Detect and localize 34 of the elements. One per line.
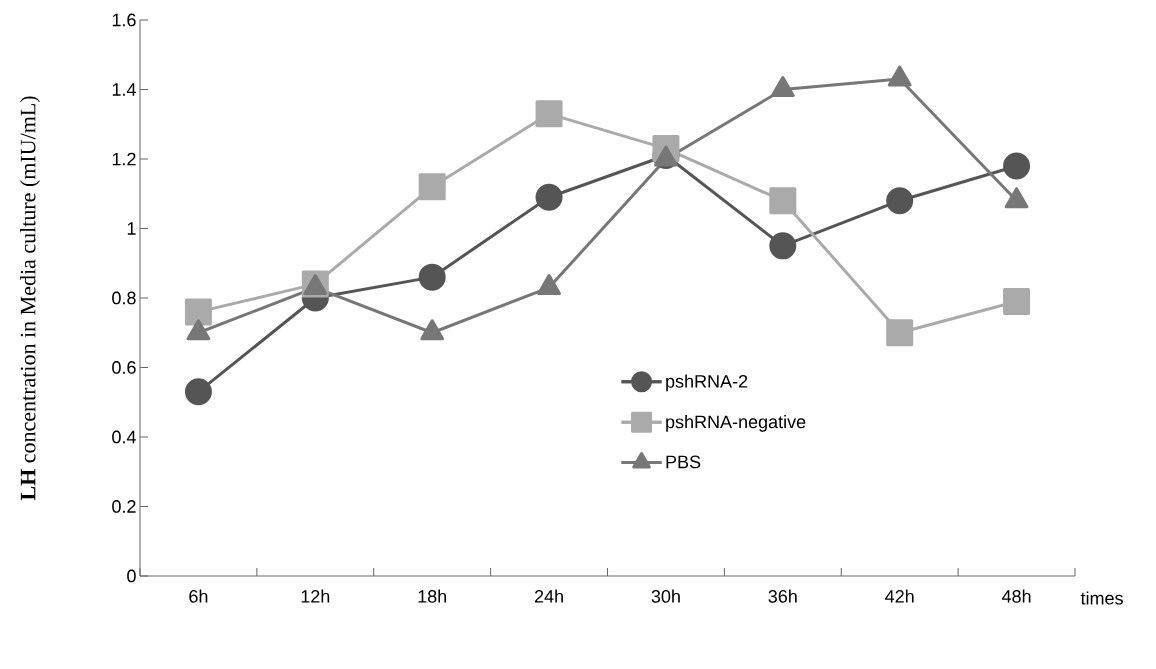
y-tick-label: 0.8	[112, 291, 136, 305]
x-tick-label: 12h	[301, 589, 330, 603]
x-tick-label: 18h	[418, 589, 447, 603]
y-tick-label: 0.6	[112, 361, 136, 374]
x-tick-label: 24h	[534, 589, 563, 603]
x-tick-label: 30h	[651, 589, 680, 603]
legend-label: pshRNA-negative	[666, 415, 806, 432]
y-tick-label: 1	[127, 222, 136, 235]
x-tick-label: 42h	[885, 589, 914, 603]
y-tick-label: 1.6	[112, 13, 136, 27]
y-tick-label: 0	[127, 569, 136, 583]
point	[1003, 152, 1031, 180]
point	[535, 183, 563, 211]
y-tick-label: 0.2	[112, 500, 136, 513]
point	[184, 378, 212, 406]
legend-label: PBS	[666, 455, 701, 469]
y-axis-title: LH concentration in Media culture (mIU/mL)	[20, 96, 40, 501]
point	[886, 319, 914, 347]
point	[1003, 287, 1031, 315]
y-tick-label: 1.4	[112, 83, 136, 96]
x-axis-title: times	[1080, 591, 1123, 605]
point	[769, 187, 797, 215]
point	[418, 263, 446, 291]
x-tick-label: 36h	[768, 589, 797, 603]
y-tick-label: 1.2	[112, 152, 136, 166]
point	[418, 173, 446, 201]
point	[535, 100, 563, 128]
x-tick-label: 6h	[189, 589, 208, 603]
point	[769, 232, 797, 260]
x-tick-label: 48h	[1001, 589, 1031, 603]
point	[886, 187, 914, 215]
legend-label: pshRNA-2	[666, 374, 748, 392]
point	[184, 298, 212, 326]
y-tick-label: 0.4	[112, 430, 136, 444]
